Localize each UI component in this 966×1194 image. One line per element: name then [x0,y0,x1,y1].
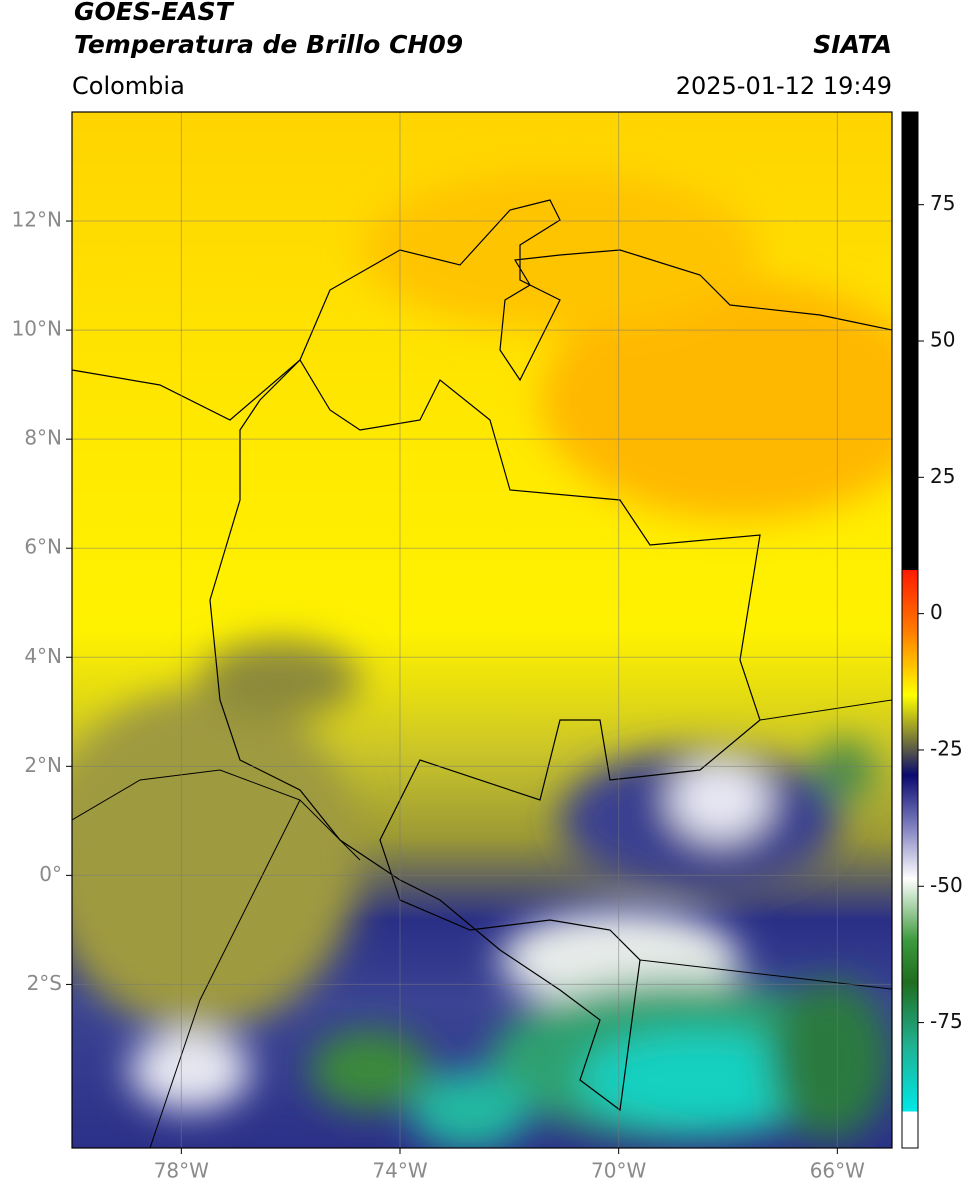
colorbar-tick-label: -50 [930,873,963,897]
title: GOES-EAST [74,0,235,26]
x-tick-label: 74°W [372,1159,427,1183]
colorbar [901,111,919,1149]
x-tick-label: 78°W [154,1159,209,1183]
coastline [72,199,892,421]
y-tick-label: 0° [39,862,62,886]
y-tick-label: 4°N [24,644,62,668]
x-tick-label: 70°W [591,1159,646,1183]
datetime: 2025-01-12 19:49 [676,72,892,100]
colorbar-tick-label: 0 [930,600,943,624]
y-tick-label: 8°N [24,426,62,450]
x-tick-label: 66°W [810,1159,865,1183]
cloud-field [72,170,892,1148]
y-tick-label: 2°S [27,971,62,995]
subtitle: Temperatura de Brillo CH09 [74,30,463,59]
grid [72,112,892,1148]
y-tick-label: 2°N [24,753,62,777]
colorbar-tick-label: -75 [930,1009,963,1033]
colorbar-tick-label: 75 [930,191,955,215]
y-tick-label: 10°N [12,317,62,341]
colorbar-tick-label: -25 [930,736,963,760]
y-tick-label: 12°N [12,208,62,232]
map-frame [71,111,893,1149]
source: SIATA [813,30,892,59]
imagery [72,112,892,1148]
region: Colombia [72,72,185,100]
border [72,699,892,1148]
colorbar-tick-label: 25 [930,464,955,488]
colorbar-tick-label: 50 [930,328,955,352]
y-tick-label: 6°N [24,535,62,559]
